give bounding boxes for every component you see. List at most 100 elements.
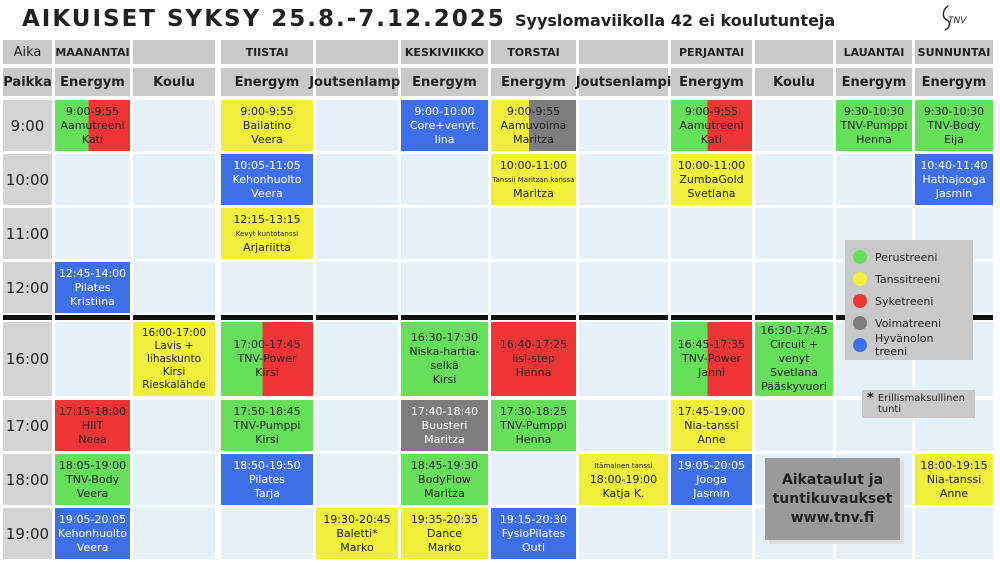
class-line: 17:15-18:00 xyxy=(58,404,127,418)
empty-cell xyxy=(133,454,215,505)
class-text: 16:40-17:25 Iisi-step Henna xyxy=(491,322,576,396)
day-header: TIISTAI xyxy=(221,40,313,64)
class-line: 9:00-9:55 xyxy=(506,104,561,118)
class-line: 17:40-18:40 xyxy=(410,404,479,418)
legend-label: Perustreeni xyxy=(875,250,938,264)
class-text: 19:05-20:05 Kehonhuolto Veera xyxy=(55,508,130,559)
class-cell: 10:00-11:00 Tanssii Maritzan kanssa Maritz… xyxy=(491,154,576,205)
day-header xyxy=(579,40,668,64)
legend-item: Perustreeni xyxy=(853,246,965,268)
divider xyxy=(755,315,833,320)
empty-cell xyxy=(316,322,398,396)
class-cell: 10:00-11:00 ZumbaGold Svetlana xyxy=(671,154,752,205)
class-line: Kristiina xyxy=(70,294,115,308)
class-text: 17:45-19:00 Nia-tanssi Anne xyxy=(671,400,752,451)
class-line: lihaskunto xyxy=(146,352,201,365)
class-line: Iisi-step xyxy=(512,352,555,365)
class-text: 16:45-17:35 TNV-Power Janni xyxy=(671,322,752,396)
legend-label: Hyvänolon treeni xyxy=(875,332,934,358)
time-label: 19:00 xyxy=(3,508,52,559)
class-text: 17:30-18:25 TNV-Pumppi Henna xyxy=(491,400,576,451)
class-cell: 17:00-17:45 TNV-Power Kirsi xyxy=(221,322,313,396)
class-cell: 17:45-19:00 Nia-tanssi Anne xyxy=(671,400,752,451)
day-header xyxy=(133,40,215,64)
class-line: Pilates xyxy=(74,280,111,294)
legend-swatch xyxy=(853,316,867,330)
divider xyxy=(3,315,52,320)
empty-cell xyxy=(55,154,130,205)
class-line: 19:35-20:35 xyxy=(410,512,479,526)
empty-cell xyxy=(316,400,398,451)
empty-cell xyxy=(221,508,313,559)
empty-cell xyxy=(316,100,398,151)
class-line: 18:00-19:00 xyxy=(589,472,658,486)
place-header: Energym xyxy=(836,68,912,96)
class-text: 18:05-19:00 TNV-Body Veera xyxy=(55,454,130,505)
class-text: 19:05-20:05 Jooga Jasmin xyxy=(671,454,752,505)
day-header: KESKIVIIKKO xyxy=(401,40,488,64)
class-text: 18:00-19:15 Nia-tanssi Anne xyxy=(915,454,993,505)
empty-cell xyxy=(316,454,398,505)
time-label: 18:00 xyxy=(3,454,52,505)
class-line: Arjariitta xyxy=(243,240,291,254)
empty-cell xyxy=(133,400,215,451)
divider xyxy=(671,315,752,320)
class-line: TNV-Power xyxy=(237,352,297,365)
info-line: www.tnv.fi xyxy=(790,509,875,526)
empty-cell xyxy=(755,208,833,259)
class-text: 19:15-20:30 FysioPilates Outi xyxy=(491,508,576,559)
class-text: 12:15-13:15 Kevyt kuntotanssi Arjariitta xyxy=(221,208,313,259)
empty-cell xyxy=(836,154,912,205)
legend-swatch xyxy=(853,294,867,308)
class-line: TNV-Pumppi xyxy=(233,418,301,432)
empty-cell xyxy=(491,208,576,259)
legend-item: Tanssitreeni xyxy=(853,268,965,290)
empty-cell xyxy=(579,208,668,259)
class-line: Kirsi xyxy=(162,365,186,378)
legend-item: Syketreeni xyxy=(853,290,965,312)
divider xyxy=(55,315,130,320)
place-header: Energym xyxy=(915,68,993,96)
class-line: Kevyt kuntotanssi xyxy=(235,229,299,238)
class-line: Circuit + venyt xyxy=(769,338,819,365)
class-line: 9:00-10:00 xyxy=(414,104,475,118)
empty-cell xyxy=(755,154,833,205)
class-line: Anne xyxy=(939,486,969,500)
class-line: 16:00-17:00 xyxy=(141,326,207,339)
class-cell: 16:45-17:35 TNV-Power Janni xyxy=(671,322,752,396)
day-header: SUNNUNTAI xyxy=(915,40,993,64)
time-label: 16:00 xyxy=(3,322,52,396)
class-line: Kirsi xyxy=(255,432,279,446)
class-line: Henna xyxy=(515,432,552,446)
legend-item: Hyvänolon treeni xyxy=(853,332,965,358)
class-text: 9:00-9:55 Aamuvoima Maritza xyxy=(491,100,576,151)
class-line: Jooga xyxy=(696,472,727,486)
divider xyxy=(579,315,668,320)
empty-cell xyxy=(671,262,752,313)
info-line: tuntikuvaukset xyxy=(772,490,893,507)
class-line: 16:45-17:35 xyxy=(677,338,746,351)
class-text: 16:30-17:45 Circuit + venyt Svetlana Pääsky… xyxy=(755,322,833,396)
class-text: 16:30-17:30 Niska-hartia-selkä Kirsi xyxy=(401,322,488,396)
class-line: 16:30-17:30 xyxy=(410,331,479,344)
class-cell: 12:45-14:00 Pilates Kristiina xyxy=(55,262,130,313)
empty-cell xyxy=(55,208,130,259)
class-line: Svetlana xyxy=(769,366,819,379)
class-line: 18:50-19:50 xyxy=(233,458,301,472)
class-cell: 16:30-17:45 Circuit + venyt Svetlana Pääsky… xyxy=(755,322,833,396)
class-cell: 10:40-11:40 Hathajooga Jasmin xyxy=(915,154,993,205)
place-header: Paikka xyxy=(3,68,52,96)
class-cell: 19:15-20:30 FysioPilates Outi xyxy=(491,508,576,559)
class-line: Kehonhuolto xyxy=(58,526,127,540)
class-cell: 9:00-9:55 Aamuvoima Maritza xyxy=(491,100,576,151)
empty-cell xyxy=(579,400,668,451)
class-line: Veera xyxy=(76,540,109,554)
class-cell: 18:45-19:30 BodyFlow Maritza xyxy=(401,454,488,505)
class-line: Nia-tanssi xyxy=(926,472,982,486)
class-line: Niska-hartia- xyxy=(409,345,480,358)
empty-cell xyxy=(55,322,130,396)
class-cell: 19:05-20:05 Jooga Jasmin xyxy=(671,454,752,505)
empty-cell xyxy=(316,154,398,205)
class-text: 19:30-20:45 Baletti* Marko xyxy=(316,508,398,559)
